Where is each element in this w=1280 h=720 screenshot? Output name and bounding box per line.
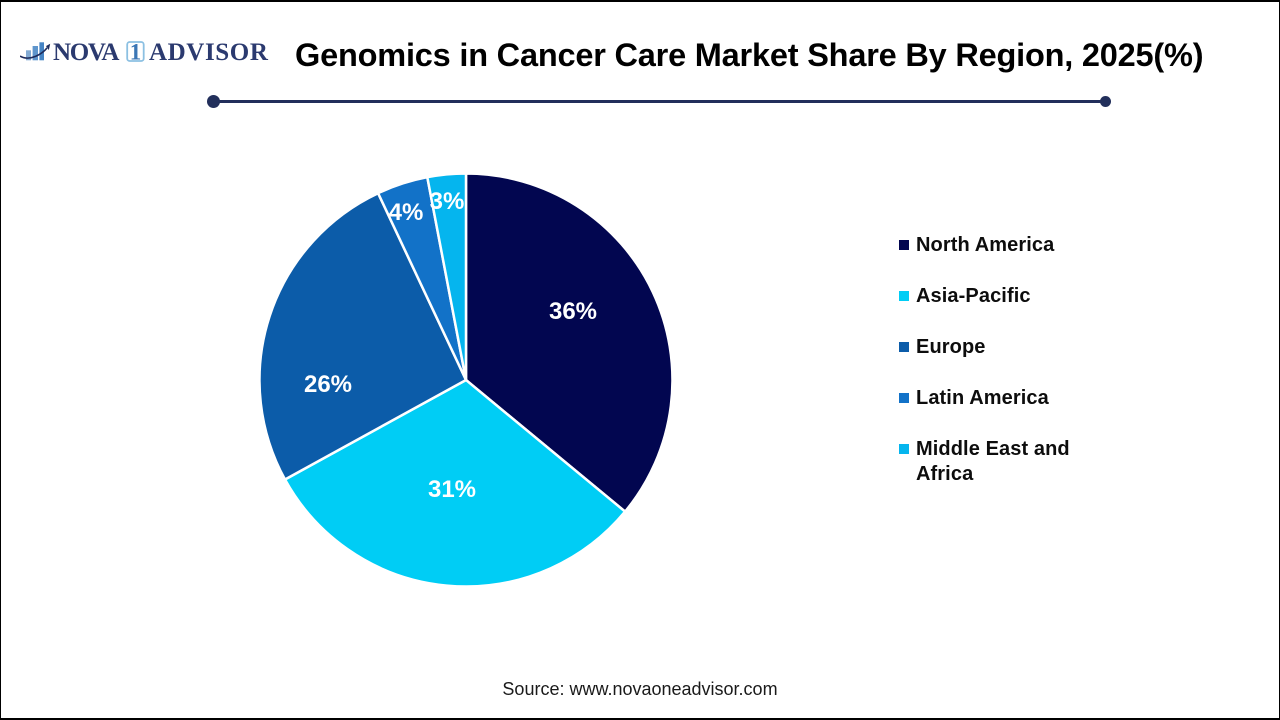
svg-text:3%: 3% [430,188,465,215]
svg-text:ADVISOR: ADVISOR [149,39,269,66]
svg-text:26%: 26% [304,371,352,398]
svg-text:1: 1 [130,40,142,65]
svg-text:31%: 31% [428,476,476,503]
svg-text:NOVA: NOVA [53,39,119,66]
svg-text:36%: 36% [549,298,597,325]
svg-text:4%: 4% [389,199,424,226]
